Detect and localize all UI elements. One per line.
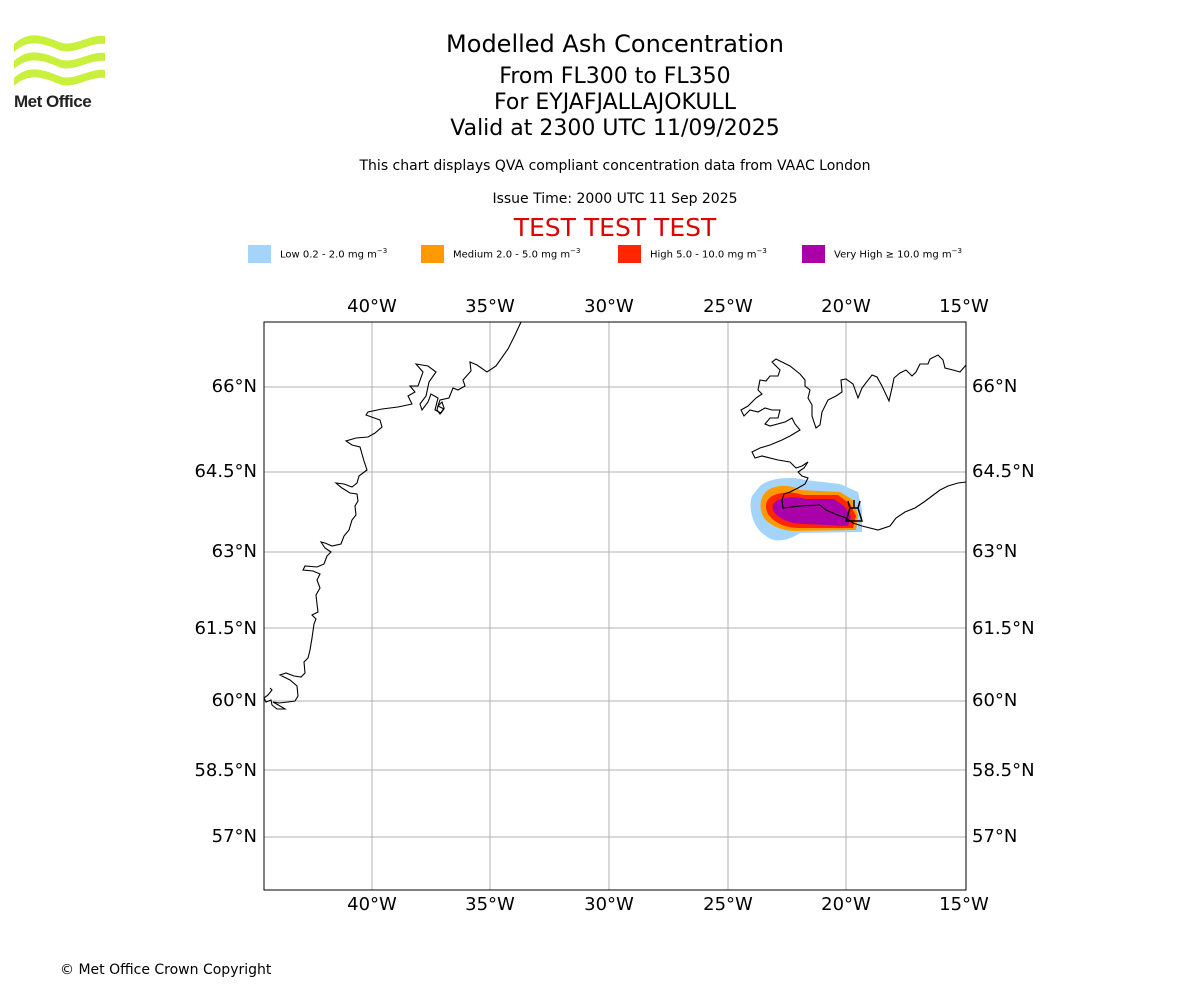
lat-label-left-58-5n: 58.5°N xyxy=(194,760,257,781)
coastlines xyxy=(263,321,967,710)
legend-swatch-low xyxy=(248,245,271,263)
lat-label-left-63n: 63°N xyxy=(212,541,257,562)
legend-label-medium: Medium 2.0 - 5.0 mg m−3 xyxy=(453,247,581,261)
lon-label-top-25w: 25°W xyxy=(703,296,753,317)
coastline-iceland xyxy=(740,354,967,531)
lon-label-bottom-25w: 25°W xyxy=(703,894,753,915)
lon-label-top-35w: 35°W xyxy=(465,296,515,317)
coastline-greenland xyxy=(263,321,522,710)
lon-labels-bottom: 40°W 35°W 30°W 25°W 20°W 15°W xyxy=(347,894,989,915)
volcano-icon xyxy=(844,500,864,522)
lon-label-bottom-30w: 30°W xyxy=(584,894,634,915)
issue-time: Issue Time: 2000 UTC 11 Sep 2025 xyxy=(492,191,738,207)
legend-label-low: Low 0.2 - 2.0 mg m−3 xyxy=(280,247,388,261)
lat-label-left-61-5n: 61.5°N xyxy=(194,618,257,639)
lat-label-right-61-5n: 61.5°N xyxy=(972,618,1035,639)
chart-subtitle: This chart displays QVA compliant concen… xyxy=(359,158,871,174)
lon-label-bottom-35w: 35°W xyxy=(465,894,515,915)
lat-label-right-63n: 63°N xyxy=(972,541,1017,562)
logo-text: Met Office xyxy=(14,92,92,111)
flight-level-range: From FL300 to FL350 xyxy=(499,64,731,89)
volcano-name: For EYJAFJALLAJOKULL xyxy=(494,90,736,115)
legend-item-medium: Medium 2.0 - 5.0 mg m−3 xyxy=(421,244,580,264)
ash-region-very-high xyxy=(772,497,851,526)
lon-label-top-30w: 30°W xyxy=(584,296,634,317)
legend-item-low: Low 0.2 - 2.0 mg m−3 xyxy=(248,244,387,264)
legend-swatch-very-high xyxy=(802,245,825,263)
met-office-logo xyxy=(14,35,105,86)
lon-label-bottom-40w: 40°W xyxy=(347,894,397,915)
test-banner: TEST TEST TEST xyxy=(513,213,717,242)
lat-label-right-64-5n: 64.5°N xyxy=(972,461,1035,482)
lat-label-left-60n: 60°N xyxy=(212,690,257,711)
lat-label-right-60n: 60°N xyxy=(972,690,1017,711)
lon-label-top-40w: 40°W xyxy=(347,296,397,317)
lat-label-left-66n: 66°N xyxy=(212,376,257,397)
lat-label-right-66n: 66°N xyxy=(972,376,1017,397)
chart-title: Modelled Ash Concentration xyxy=(446,30,784,58)
ash-plume xyxy=(750,478,862,541)
lon-labels-top: 40°W 35°W 30°W 25°W 20°W 15°W xyxy=(347,296,989,317)
valid-time: Valid at 2300 UTC 11/09/2025 xyxy=(450,116,780,141)
lon-label-bottom-20w: 20°W xyxy=(821,894,871,915)
lon-label-top-15w: 15°W xyxy=(939,296,989,317)
lon-label-bottom-15w: 15°W xyxy=(939,894,989,915)
lat-label-right-58-5n: 58.5°N xyxy=(972,760,1035,781)
lat-label-left-64-5n: 64.5°N xyxy=(194,461,257,482)
legend-swatch-medium xyxy=(421,245,444,263)
lat-label-left-57n: 57°N xyxy=(212,826,257,847)
legend-swatch-high xyxy=(618,245,641,263)
map-gridlines xyxy=(264,322,966,890)
lat-label-right-57n: 57°N xyxy=(972,826,1017,847)
legend-label-high: High 5.0 - 10.0 mg m−3 xyxy=(650,247,767,261)
lon-label-top-20w: 20°W xyxy=(821,296,871,317)
lat-labels-right: 66°N 64.5°N 63°N 61.5°N 60°N 58.5°N 57°N xyxy=(972,376,1035,847)
coastline-greenland-islet xyxy=(436,400,445,415)
legend-item-very-high: Very High ≥ 10.0 mg m−3 xyxy=(802,244,962,264)
map-frame xyxy=(263,321,967,891)
copyright-notice: © Met Office Crown Copyright xyxy=(60,962,272,978)
legend-item-high: High 5.0 - 10.0 mg m−3 xyxy=(618,244,767,264)
legend-label-very-high: Very High ≥ 10.0 mg m−3 xyxy=(834,247,962,261)
lat-labels-left: 66°N 64.5°N 63°N 61.5°N 60°N 58.5°N 57°N xyxy=(194,376,257,847)
